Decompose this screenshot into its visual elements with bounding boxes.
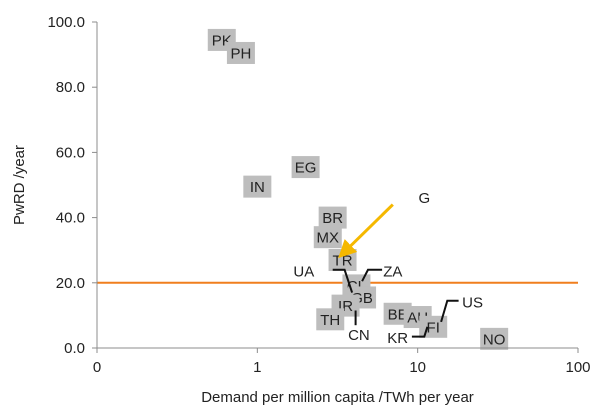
callout-leader-line bbox=[440, 299, 459, 323]
callout-us: US bbox=[440, 294, 483, 323]
point-label: TH bbox=[320, 312, 340, 329]
data-point-br: BR bbox=[318, 206, 347, 229]
x-tick-label: 10 bbox=[409, 359, 426, 376]
callout-label: US bbox=[462, 294, 483, 311]
point-label: BR bbox=[322, 210, 343, 227]
annotation-arrow bbox=[338, 203, 394, 259]
callout-leader-line bbox=[332, 268, 354, 293]
point-label: FI bbox=[427, 319, 440, 336]
data-point-th: TH bbox=[316, 308, 345, 331]
data-point-no: NO bbox=[480, 327, 509, 350]
point-label: IN bbox=[250, 179, 265, 196]
point-marker bbox=[243, 175, 272, 198]
point-label: NO bbox=[483, 331, 506, 348]
callout-kr: KR bbox=[387, 326, 429, 347]
callout-label: ZA bbox=[383, 263, 402, 280]
point-marker bbox=[226, 41, 255, 64]
point-marker bbox=[316, 308, 345, 331]
y-tick-label: 0.0 bbox=[64, 340, 85, 357]
callout-label: CN bbox=[348, 327, 370, 344]
data-point-mx: MX bbox=[313, 226, 342, 249]
point-label: EG bbox=[295, 160, 317, 177]
callout-leader-line bbox=[361, 268, 383, 282]
data-point-in: IN bbox=[243, 175, 272, 198]
y-tick-label: 80.0 bbox=[56, 79, 85, 96]
data-point-ph: PH bbox=[226, 41, 255, 64]
y-tick-label: 40.0 bbox=[56, 210, 85, 227]
callout-leader-line bbox=[411, 326, 429, 338]
point-marker bbox=[313, 226, 342, 249]
axes: 0.0 20.0 40.0 60.0 80.0 100.0 0 1 10 100 bbox=[47, 14, 590, 376]
data-point-eg: EG bbox=[291, 156, 320, 179]
callout-ua: UA bbox=[293, 263, 354, 293]
callout-labels: UA ZA CN KR US bbox=[293, 263, 483, 347]
point-label: TR bbox=[333, 252, 353, 269]
point-label: MX bbox=[317, 230, 340, 247]
data-point-tr: TR bbox=[328, 248, 357, 271]
point-label: PK bbox=[212, 32, 232, 49]
callout-label: KR bbox=[387, 330, 408, 347]
point-label: PH bbox=[230, 45, 251, 62]
y-tick-label: 60.0 bbox=[56, 144, 85, 161]
callout-label: UA bbox=[293, 263, 314, 280]
y-axis-label: PwRD /year bbox=[11, 145, 28, 225]
point-marker bbox=[291, 156, 320, 179]
x-tick-label: 100 bbox=[565, 359, 590, 376]
y-tick-label: 100.0 bbox=[47, 14, 85, 31]
point-marker bbox=[318, 206, 347, 229]
callout-za: ZA bbox=[361, 263, 402, 282]
point-marker bbox=[480, 327, 509, 350]
y-tick-label: 20.0 bbox=[56, 275, 85, 292]
x-axis-label: Demand per million capita /TWh per year bbox=[201, 389, 474, 406]
data-point-fi: FI bbox=[419, 315, 448, 338]
annotation-label: G bbox=[418, 190, 430, 207]
callout-cn: CN bbox=[348, 310, 370, 344]
point-label: BE bbox=[388, 306, 408, 323]
x-tick-label: 1 bbox=[253, 359, 261, 376]
x-tick-label: 0 bbox=[93, 359, 101, 376]
arrow-annotation: G bbox=[338, 190, 430, 259]
